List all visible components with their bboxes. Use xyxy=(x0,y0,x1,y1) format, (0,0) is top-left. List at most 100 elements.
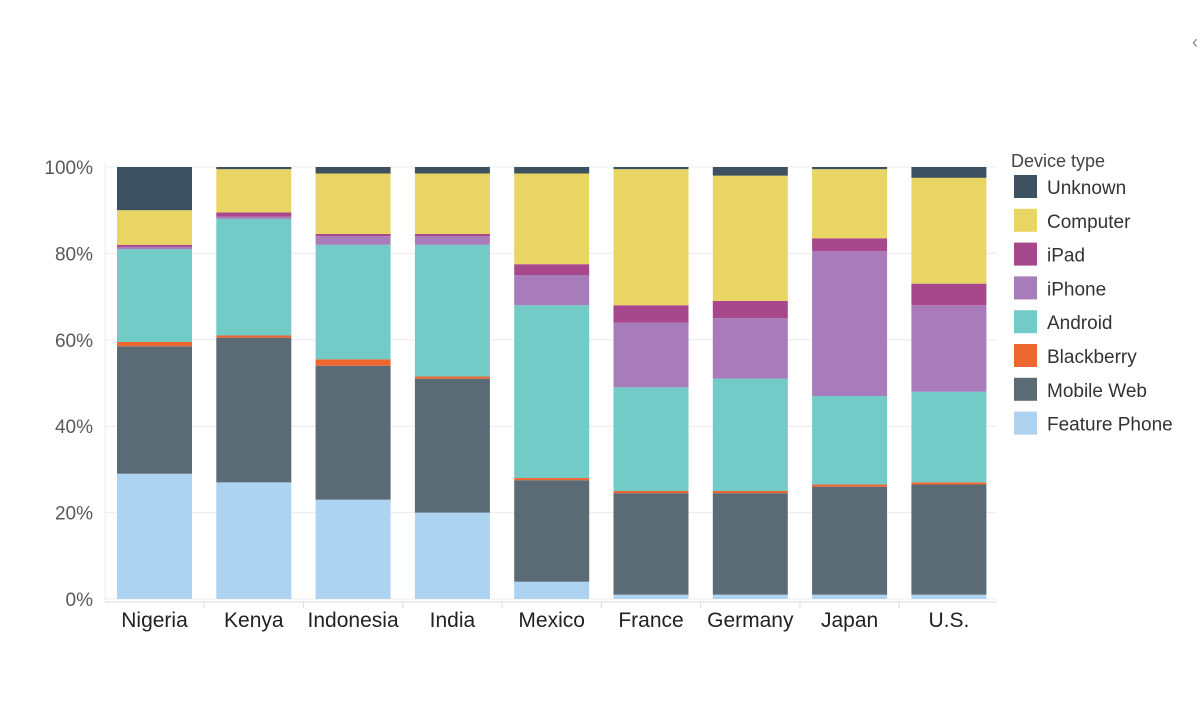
bar-segment xyxy=(117,341,192,347)
x-tick-label: U.S. xyxy=(928,609,969,632)
bar-segment xyxy=(216,218,292,336)
x-tick-label: Nigeria xyxy=(121,609,188,632)
x-tick-label: Japan xyxy=(821,609,878,632)
y-tick-label: 100% xyxy=(44,158,93,179)
legend-item-label: iPhone xyxy=(1047,279,1106,300)
bar-segment xyxy=(812,395,888,485)
bar-segment xyxy=(315,233,391,237)
bar-segment xyxy=(812,486,888,595)
bar-segment xyxy=(613,387,689,491)
bar-segment xyxy=(315,365,391,500)
bar-segment xyxy=(514,305,590,479)
bar-segment xyxy=(216,335,292,338)
bar-segment xyxy=(911,391,987,483)
bar-segment xyxy=(414,233,490,237)
y-tick-label: 0% xyxy=(66,590,94,611)
bar-segment xyxy=(117,244,192,247)
bar-segment xyxy=(414,512,490,599)
bar-segment xyxy=(911,283,987,306)
x-tick-label: France xyxy=(618,609,683,632)
bar-segment xyxy=(117,210,192,245)
bar-segment xyxy=(216,167,292,170)
legend-swatch xyxy=(1014,411,1037,435)
bar-segment xyxy=(514,167,590,174)
legend-swatch xyxy=(1014,208,1037,232)
bar-segment xyxy=(911,167,987,178)
bars xyxy=(117,167,987,599)
legend-swatch xyxy=(1014,310,1037,334)
legend-swatch xyxy=(1014,344,1037,367)
bar-segment xyxy=(911,177,987,284)
legend-title: Device type xyxy=(1011,151,1105,171)
bar-segment xyxy=(514,478,590,481)
bar-segment xyxy=(216,169,292,213)
legend-swatch xyxy=(1014,377,1037,401)
y-tick-label: 80% xyxy=(55,244,93,265)
bar-segment xyxy=(315,236,391,245)
bar-segment xyxy=(911,482,987,485)
legend-item-label: Android xyxy=(1047,313,1113,334)
bar-segment xyxy=(414,167,490,174)
bar-segment xyxy=(514,264,590,275)
bar-segment xyxy=(216,216,292,219)
x-tick-label: Mexico xyxy=(518,609,585,632)
y-axis: 0% 20% 40% 60% 80% 100% xyxy=(44,158,106,611)
x-tick-label: Kenya xyxy=(224,609,284,632)
bar-segment xyxy=(712,378,788,491)
bar-segment xyxy=(911,305,987,392)
x-tick-label: Germany xyxy=(707,609,794,632)
legend-item-label: Blackberry xyxy=(1047,347,1137,368)
legend-item-label: Unknown xyxy=(1047,178,1126,199)
bar-segment xyxy=(812,484,888,487)
bar-segment xyxy=(117,246,192,250)
bar-segment xyxy=(315,359,391,366)
bar-segment xyxy=(315,173,391,234)
legend: Device type Unknown Computer iPad iPhone And… xyxy=(1011,151,1173,436)
bar-segment xyxy=(117,346,192,474)
bar-segment xyxy=(812,251,888,396)
x-tick-label: Indonesia xyxy=(308,609,399,632)
bar-segment xyxy=(613,167,689,170)
bar-segment xyxy=(712,300,788,319)
bar-segment xyxy=(613,493,689,595)
legend-item-label: Computer xyxy=(1047,212,1131,233)
bar-segment xyxy=(117,249,192,342)
bar-segment xyxy=(613,305,689,323)
bar-segment xyxy=(712,175,788,301)
bar-segment xyxy=(514,173,590,265)
x-axis: Nigeria Kenya Indonesia India Mexico France Ge… xyxy=(105,601,997,632)
bar-segment xyxy=(613,491,689,494)
bar-segment xyxy=(812,238,888,252)
bar-segment xyxy=(812,167,888,170)
bar-segment xyxy=(514,581,590,599)
bar-segment xyxy=(414,244,490,377)
legend-swatch xyxy=(1014,276,1037,300)
bar-segment xyxy=(812,594,888,599)
bar-segment xyxy=(712,167,788,176)
bar-segment xyxy=(812,169,888,239)
bar-segment xyxy=(216,337,292,483)
bar-segment xyxy=(911,484,987,595)
legend-swatch xyxy=(1014,242,1037,266)
bar-segment xyxy=(117,167,192,211)
legend-item-label: Feature Phone xyxy=(1047,415,1173,436)
bar-segment xyxy=(514,480,590,582)
x-tick-label: India xyxy=(430,609,476,632)
bar-segment xyxy=(414,173,490,234)
y-tick-label: 60% xyxy=(55,331,93,352)
bar-segment xyxy=(712,318,788,379)
bar-segment xyxy=(712,491,788,494)
chevron-left-icon[interactable]: ‹ xyxy=(1192,32,1198,52)
bar-segment xyxy=(315,167,391,174)
bar-segment xyxy=(712,594,788,599)
bar-segment xyxy=(911,594,987,599)
bar-segment xyxy=(712,493,788,595)
bar-segment xyxy=(216,482,292,599)
bar-segment xyxy=(414,376,490,379)
bar-segment xyxy=(414,378,490,513)
bar-segment xyxy=(613,594,689,599)
legend-item-label: iPad xyxy=(1047,246,1085,267)
bar-segment xyxy=(315,244,391,360)
y-tick-label: 20% xyxy=(55,504,93,525)
